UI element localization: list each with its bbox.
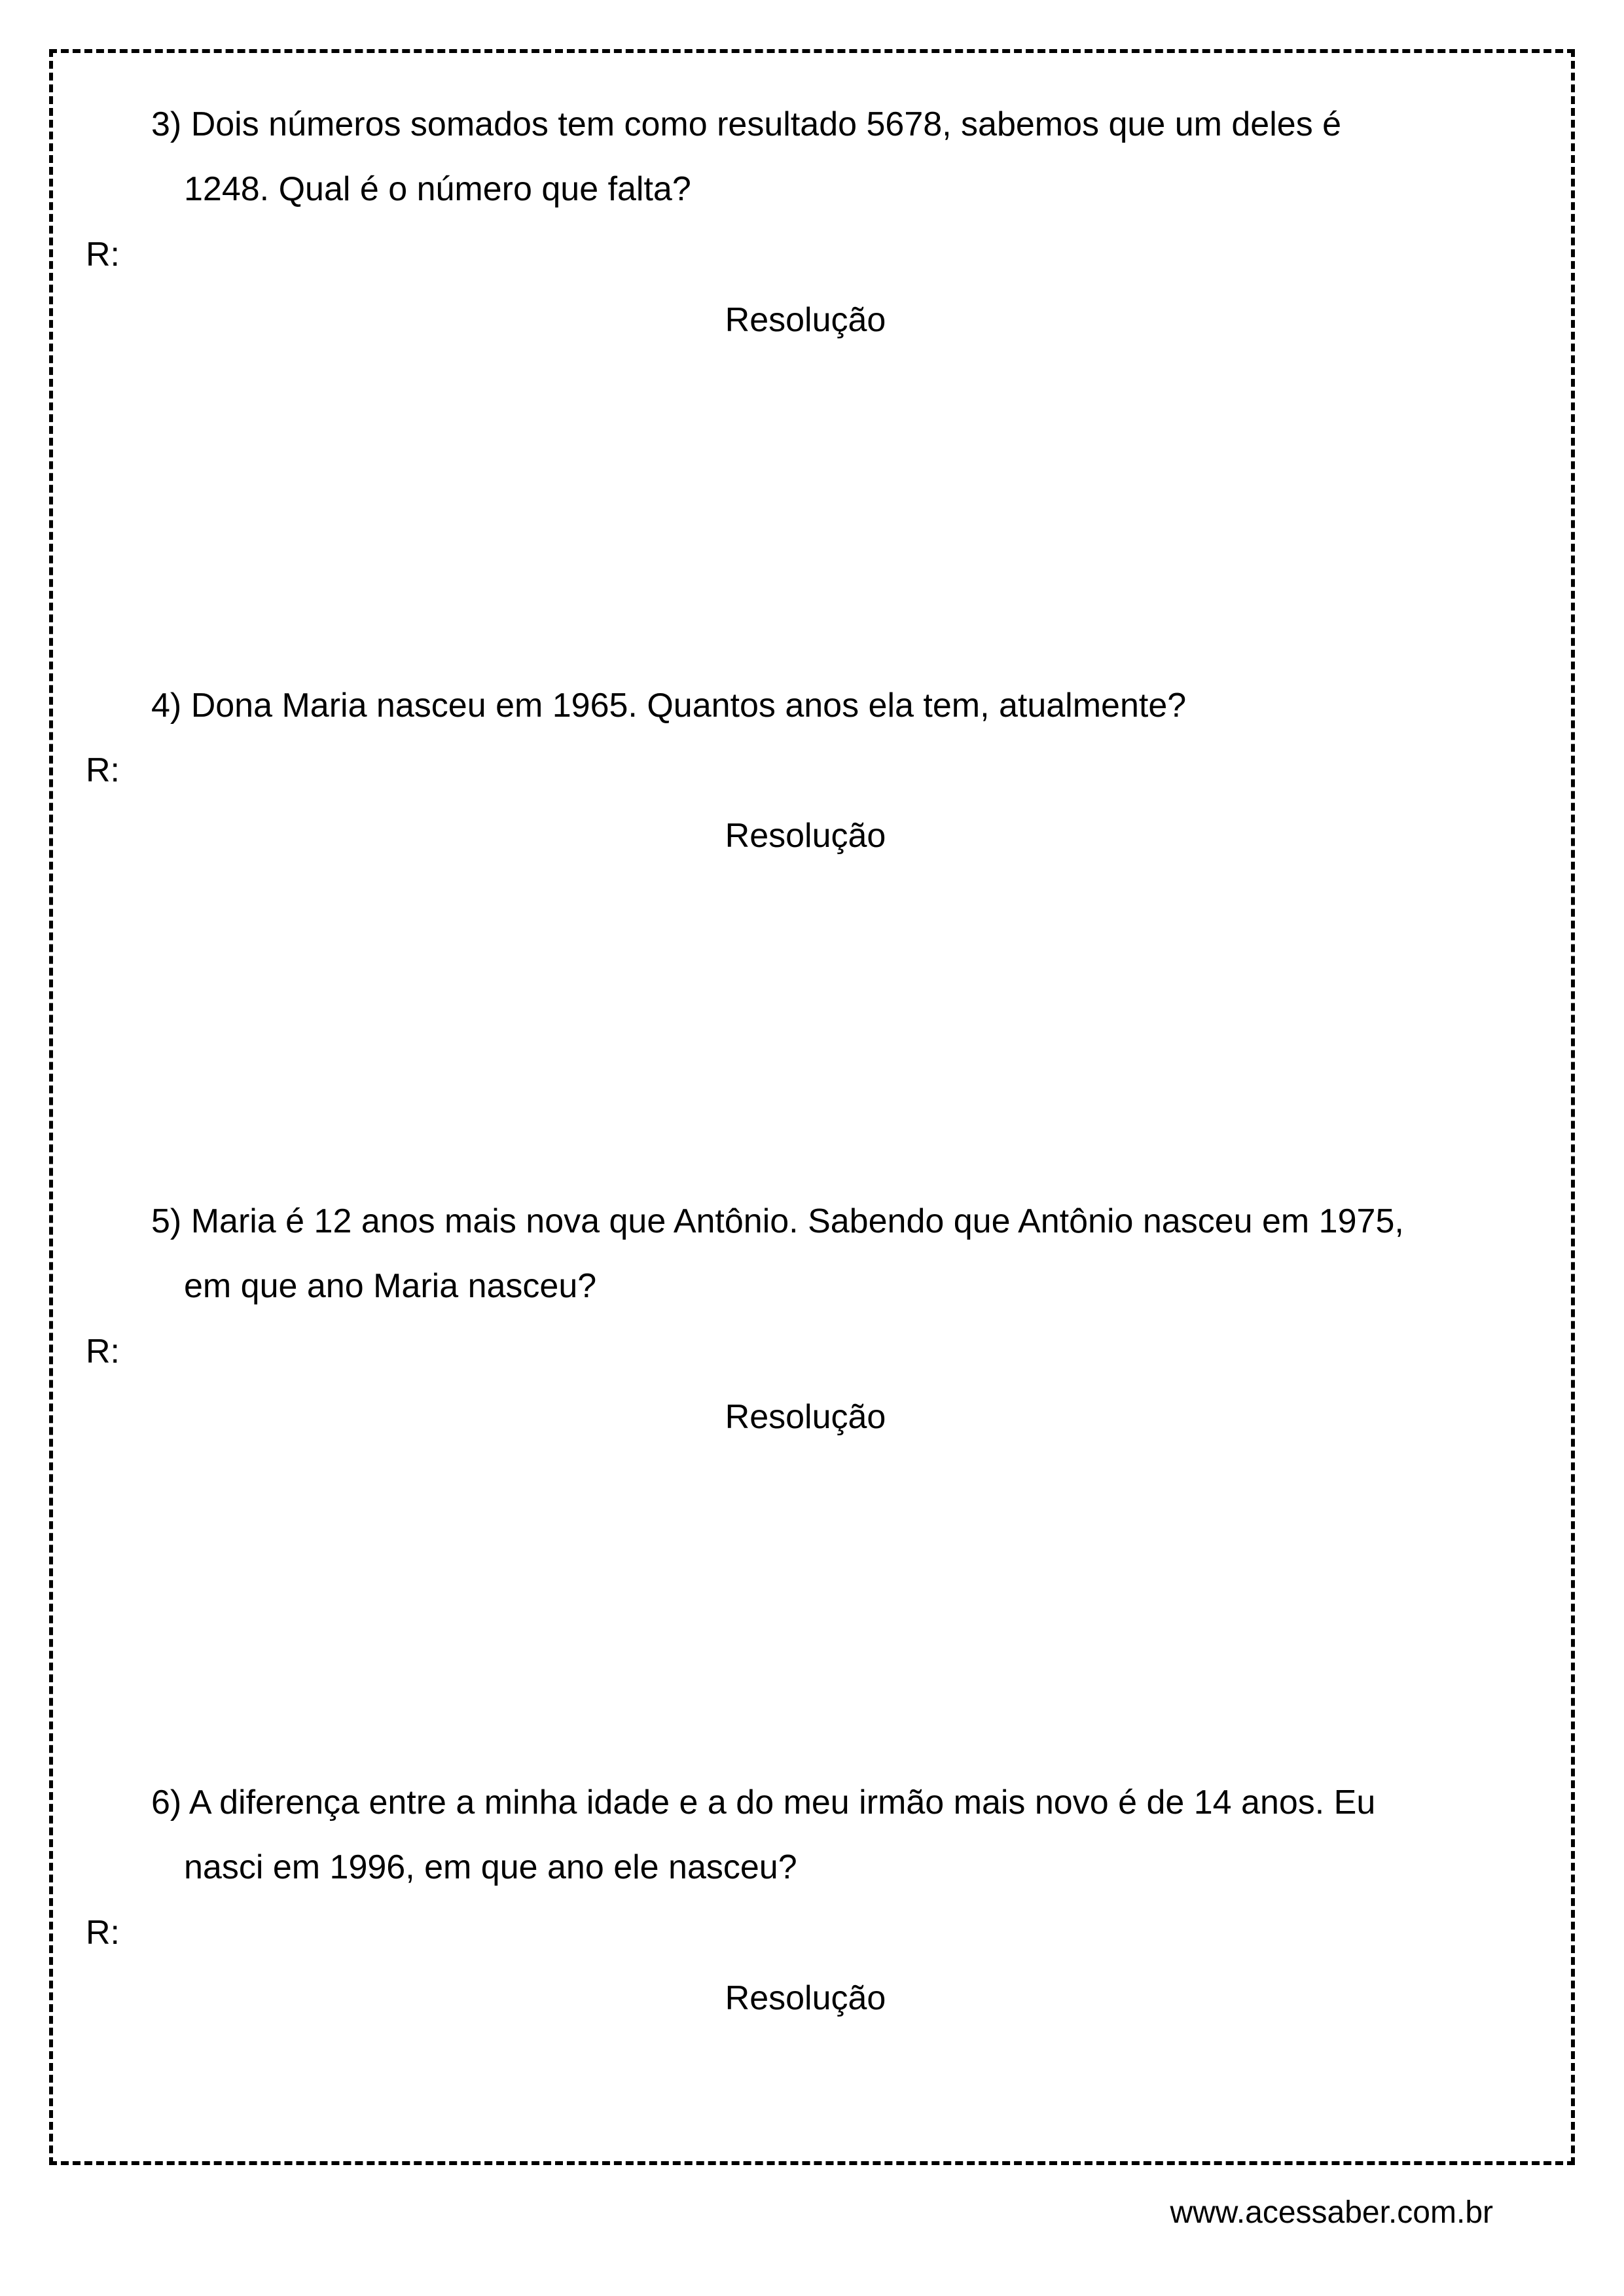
resolution-space-5 bbox=[86, 1437, 1525, 1712]
question-line1-5: Maria é 12 anos mais nova que Antônio. S… bbox=[191, 1202, 1404, 1240]
question-number-6: 6) bbox=[151, 1784, 181, 1821]
resolution-space-6 bbox=[86, 2018, 1525, 2293]
question-number-3: 3) bbox=[151, 105, 181, 143]
resolution-label-5: Resolução bbox=[86, 1397, 1525, 1437]
question-text-5: 5) Maria é 12 anos mais nova que Antônio… bbox=[86, 1189, 1525, 1254]
question-block-4: 4) Dona Maria nasceu em 1965. Quantos an… bbox=[86, 673, 1525, 1131]
question-text-4: 4) Dona Maria nasceu em 1965. Quantos an… bbox=[86, 673, 1525, 738]
resolution-label-3: Resolução bbox=[86, 300, 1525, 340]
page-border: 3) Dois números somados tem como resulta… bbox=[49, 49, 1575, 2165]
question-line2-3: 1248. Qual é o número que falta? bbox=[86, 157, 1525, 222]
footer-url: www.acessaber.com.br bbox=[1170, 2195, 1493, 2231]
question-line2-5: em que ano Maria nasceu? bbox=[86, 1254, 1525, 1319]
question-line1-4: Dona Maria nasceu em 1965. Quantos anos … bbox=[191, 687, 1186, 725]
question-block-5: 5) Maria é 12 anos mais nova que Antônio… bbox=[86, 1189, 1525, 1712]
resolution-space-4 bbox=[86, 855, 1525, 1130]
resolution-space-3 bbox=[86, 340, 1525, 615]
question-line1-3: Dois números somados tem como resultado … bbox=[191, 105, 1341, 143]
question-line1-6: A diferença entre a minha idade e a do m… bbox=[189, 1784, 1375, 1821]
question-line2-6: nasci em 1996, em que ano ele nasceu? bbox=[86, 1835, 1525, 1900]
resolution-label-6: Resolução bbox=[86, 1979, 1525, 2018]
answer-prefix-4: R: bbox=[86, 751, 1525, 790]
question-block-3: 3) Dois números somados tem como resulta… bbox=[86, 92, 1525, 615]
question-text-3: 3) Dois números somados tem como resulta… bbox=[86, 92, 1525, 157]
answer-prefix-3: R: bbox=[86, 235, 1525, 274]
answer-prefix-5: R: bbox=[86, 1332, 1525, 1371]
question-number-5: 5) bbox=[151, 1202, 181, 1240]
resolution-label-4: Resolução bbox=[86, 816, 1525, 855]
question-text-6: 6) A diferença entre a minha idade e a d… bbox=[86, 1770, 1525, 1835]
question-number-4: 4) bbox=[151, 687, 181, 725]
answer-prefix-6: R: bbox=[86, 1913, 1525, 1952]
